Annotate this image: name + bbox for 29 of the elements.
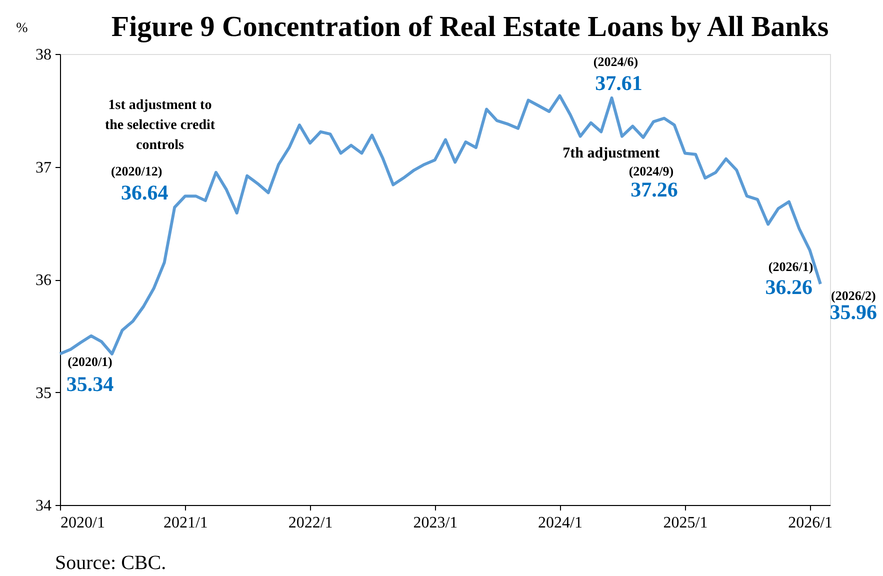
annotation: 37.26 — [630, 177, 678, 202]
x-tick-label: 2022/1 — [288, 514, 333, 532]
y-tick-label: 35 — [36, 384, 52, 402]
y-tick-label: 34 — [36, 498, 52, 514]
x-tick-label: 2026/1 — [788, 514, 833, 532]
x-tick-label: 2021/1 — [163, 514, 208, 532]
source-note: Source: CBC. — [55, 552, 166, 574]
annotation: 37.61 — [595, 70, 642, 95]
y-tick-label: 38 — [36, 46, 52, 64]
annotation: 1st adjustment to the selective credit controls — [104, 98, 216, 153]
annotation: (2026/1) — [768, 259, 814, 274]
y-tick-label: 36 — [36, 272, 52, 289]
annotation: (2024/9) — [628, 163, 674, 178]
y-axis-title: % — [16, 21, 28, 36]
annotation: 36.64 — [120, 180, 169, 204]
line-series — [58, 94, 822, 356]
x-tick-label: 2024/1 — [538, 514, 582, 532]
x-tick-label: 2020/1 — [60, 514, 105, 532]
annotation: (2024/6) — [593, 54, 638, 69]
annotation: (2020/12) — [110, 163, 162, 178]
annotation: 7th adjustment — [562, 145, 660, 162]
x-tick-label: 2023/1 — [413, 514, 458, 532]
annotation: (2026/2) — [831, 288, 876, 304]
annotation: (2020/1) — [68, 354, 112, 369]
x-tick-label: 2025/1 — [663, 514, 708, 532]
annotation: 36.26 — [765, 275, 812, 300]
chart-title: Figure 9 Concentration of Real Estate Loans by All Banks — [111, 11, 829, 43]
annotation: 35.34 — [66, 372, 114, 396]
y-tick-label: 37 — [36, 159, 52, 176]
